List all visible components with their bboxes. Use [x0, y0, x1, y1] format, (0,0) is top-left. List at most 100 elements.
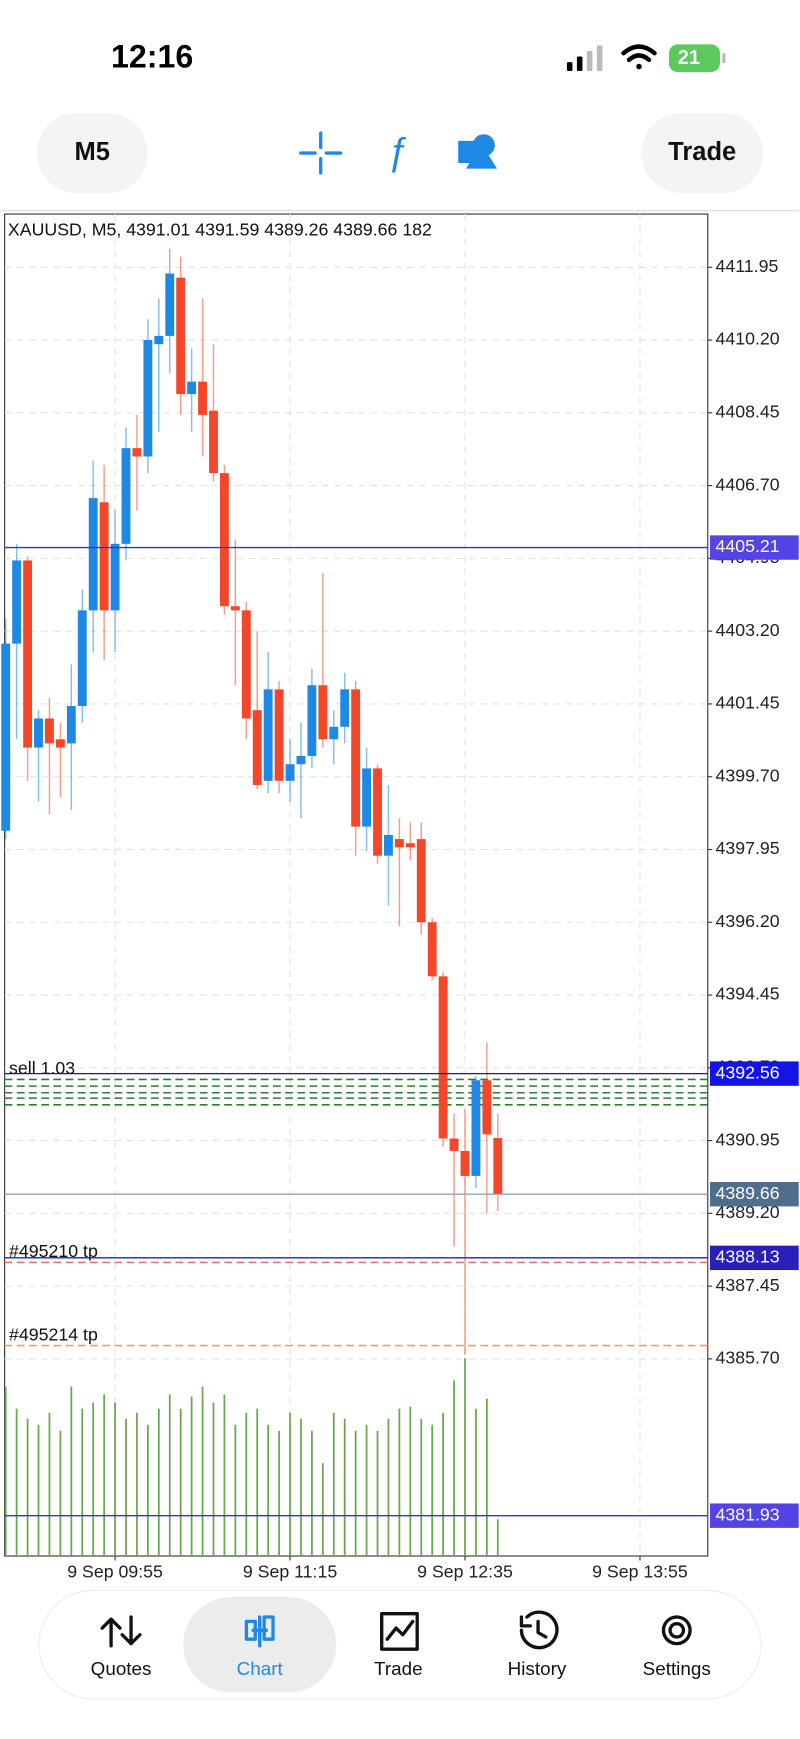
candle-body	[209, 410, 218, 474]
candle-body	[187, 381, 197, 395]
tab-label[interactable]: History	[508, 1658, 567, 1679]
candle-body	[307, 685, 317, 756]
candle-body	[230, 606, 240, 611]
candle-body	[362, 768, 372, 827]
price-level-label: 4388.13	[716, 1247, 780, 1267]
tab-label[interactable]: Chart	[237, 1658, 284, 1679]
candle-body	[471, 1080, 481, 1176]
tab-list: Quotes Chart Trade History Settings	[91, 1597, 711, 1693]
y-tick-label: 4411.95	[716, 256, 779, 276]
candle-body	[373, 768, 382, 856]
chart: 4411.954410.204408.454406.704404.954403.…	[1, 213, 799, 1581]
candle-body	[88, 498, 98, 611]
candle-body	[340, 689, 350, 727]
x-tick-label: 9 Sep 11:15	[243, 1561, 337, 1581]
x-tick-label: 9 Sep 09:55	[67, 1561, 163, 1581]
candle-body	[34, 718, 43, 748]
battery-level: 21	[678, 47, 700, 69]
y-tick-label: 4399.70	[716, 765, 780, 785]
candle-body	[252, 710, 262, 786]
candle-body	[285, 764, 295, 781]
crosshair-button[interactable]	[299, 131, 343, 175]
candle-body	[1, 643, 11, 831]
timeframe-button[interactable]	[36, 113, 148, 193]
candle-body	[12, 560, 22, 644]
price-level-tag	[709, 1061, 799, 1086]
candle-body	[416, 839, 426, 923]
candle-body	[427, 922, 437, 977]
tab-icon[interactable]	[244, 1615, 275, 1648]
tab-icon[interactable]	[519, 1610, 559, 1650]
signal-icon	[566, 45, 603, 71]
candle-body	[110, 543, 120, 611]
order-label: #495210 tp	[9, 1241, 98, 1261]
price-level-tag	[709, 1503, 799, 1528]
trade-button-label[interactable]: Trade	[668, 138, 736, 166]
y-tick-label: 4390.95	[716, 1129, 780, 1149]
y-tick-label: 4394.45	[716, 984, 780, 1004]
y-tick-label: 4401.45	[716, 693, 780, 713]
objects-button[interactable]	[458, 134, 498, 169]
candle-body	[274, 689, 284, 781]
candle-body	[176, 277, 186, 395]
x-tick-label: 9 Sep 13:55	[592, 1561, 688, 1581]
candle-body	[219, 473, 229, 607]
candle-body	[132, 448, 142, 457]
candle-body	[394, 839, 404, 848]
candle-body	[493, 1138, 503, 1195]
candle-body	[351, 689, 361, 827]
candle-body	[329, 726, 339, 740]
candle-body	[405, 843, 415, 848]
battery-icon: 21	[668, 44, 726, 73]
price-level-label: 4392.56	[716, 1062, 780, 1082]
tab-bar	[38, 1589, 762, 1700]
candle-body	[45, 718, 54, 744]
candle-body	[241, 610, 251, 719]
candle-body	[384, 834, 393, 856]
tab-label[interactable]: Trade	[374, 1658, 423, 1679]
y-tick-label: 4403.20	[716, 620, 780, 640]
candle-body	[296, 755, 306, 765]
tab-icon[interactable]	[100, 1615, 142, 1648]
wifi-icon	[621, 44, 657, 70]
plot-frame	[4, 213, 709, 1557]
candle-body	[66, 706, 76, 744]
y-tick-label: 4410.20	[716, 329, 780, 349]
order-label: sell 1.03	[9, 1058, 75, 1078]
x-tick-label: 9 Sep 12:35	[417, 1561, 513, 1581]
timeframe-label[interactable]: M5	[75, 138, 110, 166]
candle-body	[121, 448, 131, 544]
y-tick-label: 4408.45	[716, 402, 780, 422]
candle-body	[154, 335, 164, 345]
y-tick-label: 4387.45	[716, 1275, 780, 1295]
candle-body	[55, 739, 65, 748]
candle-body	[449, 1138, 459, 1151]
y-tick-label: 4406.70	[716, 474, 780, 494]
candle-body	[99, 502, 109, 611]
candle-body	[318, 685, 328, 740]
candle-body	[460, 1150, 470, 1176]
y-tick-label: 4396.20	[716, 911, 780, 931]
trade-button[interactable]	[641, 113, 764, 193]
tab-icon[interactable]	[661, 1615, 692, 1646]
price-level-label: 4389.66	[716, 1183, 780, 1203]
candle-body	[165, 273, 175, 336]
price-level-tag	[709, 1182, 799, 1207]
y-tick-label: 4385.70	[716, 1348, 780, 1368]
candle-body	[77, 610, 87, 707]
tab-label[interactable]: Quotes	[91, 1658, 152, 1679]
tab-label[interactable]: Settings	[643, 1658, 711, 1679]
y-tick-label: 4397.95	[716, 838, 780, 858]
candle-body	[263, 689, 273, 781]
price-level-tag	[709, 1245, 799, 1271]
candle-body	[482, 1080, 492, 1135]
candle-body	[438, 976, 448, 1139]
tab-icon[interactable]	[380, 1612, 419, 1651]
indicators-button[interactable]: ƒ	[387, 130, 408, 173]
candle-body	[143, 340, 153, 457]
chart-title: XAUUSD, M5, 4391.01 4391.59 4389.26 4389…	[8, 219, 432, 239]
price-level-label: 4405.21	[716, 536, 780, 556]
order-label: #495214 tp	[9, 1324, 98, 1344]
price-level-label: 4381.93	[716, 1504, 780, 1524]
